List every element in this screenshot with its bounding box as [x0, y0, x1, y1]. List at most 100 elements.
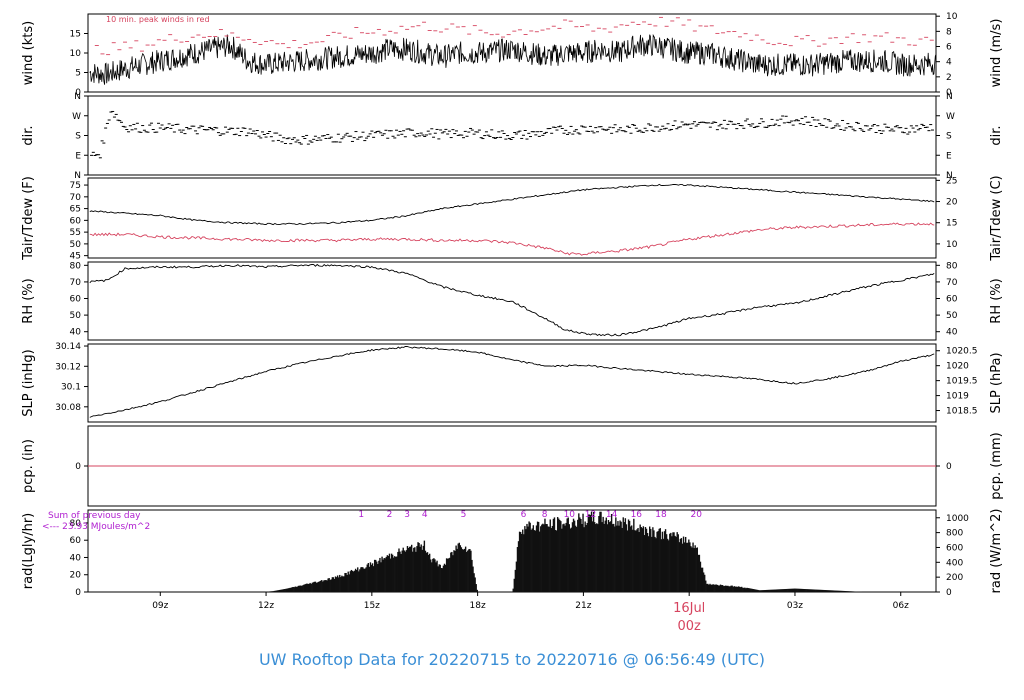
axis-label-right: rad (W/m^2): [989, 509, 1004, 594]
tick-label: N: [946, 92, 953, 102]
hour-marker-label: 4: [422, 510, 428, 520]
tick-label: N: [946, 171, 953, 181]
hour-marker-label: 20: [691, 510, 703, 520]
tick-label: 600: [946, 543, 963, 553]
hour-marker-label: 3: [404, 510, 410, 520]
x-tick-label: 18z: [470, 601, 486, 611]
tick-label: 0: [75, 88, 81, 98]
hour-marker-label: 14: [606, 510, 618, 520]
peak-wind-note: 10 min. peak winds in red: [106, 15, 210, 24]
tick-label: 30.12: [55, 362, 81, 372]
axis-label-right: dir.: [989, 125, 1004, 145]
tick-label: 70: [70, 278, 82, 288]
tick-label: 70: [946, 278, 958, 288]
x-tick-label: 15z: [364, 601, 380, 611]
panel-frame: [87, 177, 937, 259]
tick-label: 2: [946, 73, 952, 83]
tick-label: 800: [946, 529, 963, 539]
daily-sum-value: <--- 23.93 MJoules/m^2: [42, 522, 150, 532]
hour-marker-label: 6: [521, 510, 527, 520]
tick-label: N: [74, 171, 81, 181]
rh-series-line: [89, 263, 935, 337]
tick-label: 30.14: [55, 342, 81, 352]
tick-label: 20: [70, 571, 82, 581]
tick-label: 0: [946, 462, 952, 472]
tick-label: 25: [946, 176, 957, 186]
axis-label-left: dir.: [21, 125, 36, 145]
tick-label: E: [946, 151, 952, 161]
tick-label: 40: [70, 328, 82, 338]
tick-label: S: [75, 132, 81, 142]
tick-label: 15: [70, 30, 81, 40]
tick-label: 30.08: [55, 403, 81, 413]
hour-marker-label: 8: [542, 510, 548, 520]
tick-label: E: [75, 151, 81, 161]
tick-label: 1019: [946, 392, 969, 402]
axis-label-right: pcp. (mm): [989, 432, 1004, 499]
tick-label: 55: [70, 228, 81, 238]
daily-sum-label: Sum of previous day: [48, 511, 141, 521]
tick-label: 60: [70, 536, 82, 546]
tick-label: 200: [946, 573, 963, 583]
tick-label: 0: [946, 588, 952, 598]
tick-label: 80: [70, 261, 82, 271]
tick-label: W: [72, 112, 81, 122]
x-tick-label: 00z: [677, 619, 701, 634]
panel-frame: [87, 95, 937, 176]
tick-label: 50: [946, 311, 958, 321]
tair-series-line: [89, 183, 935, 226]
tick-label: 8: [946, 27, 952, 37]
tick-label: 20: [946, 198, 958, 208]
tick-label: 0: [75, 588, 81, 598]
tick-label: 60: [946, 295, 958, 305]
hour-marker-label: 5: [461, 510, 467, 520]
tick-label: 5: [75, 69, 81, 79]
panel-frame: [87, 261, 937, 341]
tick-label: S: [946, 132, 952, 142]
axis-label-right: wind (m/s): [989, 19, 1004, 88]
panel-frame: [87, 509, 937, 593]
tick-label: 30.1: [61, 383, 81, 393]
tick-label: 15: [946, 219, 957, 229]
tick-label: 1020: [946, 362, 969, 372]
x-tick-label: 21z: [575, 601, 591, 611]
tick-label: 10: [70, 49, 82, 59]
axis-label-left: wind (kts): [21, 21, 36, 85]
date-label: 16Jul: [673, 601, 705, 616]
tick-label: 40: [70, 553, 82, 563]
x-tick-label: 12z: [258, 601, 274, 611]
axis-label-left: SLP (inHg): [21, 349, 36, 417]
x-tick-label: 03z: [787, 601, 803, 611]
x-tick-label: 09z: [152, 601, 168, 611]
axis-label-right: Tair/Tdew (C): [989, 175, 1004, 261]
tick-label: 1019.5: [946, 377, 978, 387]
page-title: UW Rooftop Data for 20220715 to 20220716…: [258, 650, 766, 669]
tick-label: 400: [946, 558, 963, 568]
tdew-series-line: [89, 222, 935, 256]
tick-label: 0: [75, 462, 81, 472]
tick-label: 1000: [946, 514, 969, 524]
tick-label: 60: [70, 295, 82, 305]
hour-marker-label: 1: [358, 510, 364, 520]
tick-label: 80: [946, 261, 958, 271]
tick-label: 80: [70, 519, 82, 529]
tick-label: 65: [70, 205, 81, 215]
tick-label: 1020.5: [946, 347, 978, 357]
axis-label-left: Tair/Tdew (F): [21, 176, 36, 261]
tick-label: 50: [70, 240, 82, 250]
tick-label: 70: [70, 193, 82, 203]
tick-label: 4: [946, 58, 952, 68]
tick-label: 0: [946, 88, 952, 98]
tick-label: 1018.5: [946, 407, 978, 417]
axis-label-left: rad(Lgly/hr): [21, 513, 36, 589]
tick-label: 10: [946, 240, 958, 250]
hour-marker-label: 18: [655, 510, 667, 520]
tick-label: 45: [70, 252, 81, 262]
tick-label: 50: [70, 311, 82, 321]
axis-label-right: RH (%): [989, 278, 1004, 323]
hour-marker-label: 12: [585, 510, 596, 520]
tick-label: 6: [946, 43, 952, 53]
axis-label-left: RH (%): [21, 278, 36, 323]
tick-label: N: [74, 92, 81, 102]
